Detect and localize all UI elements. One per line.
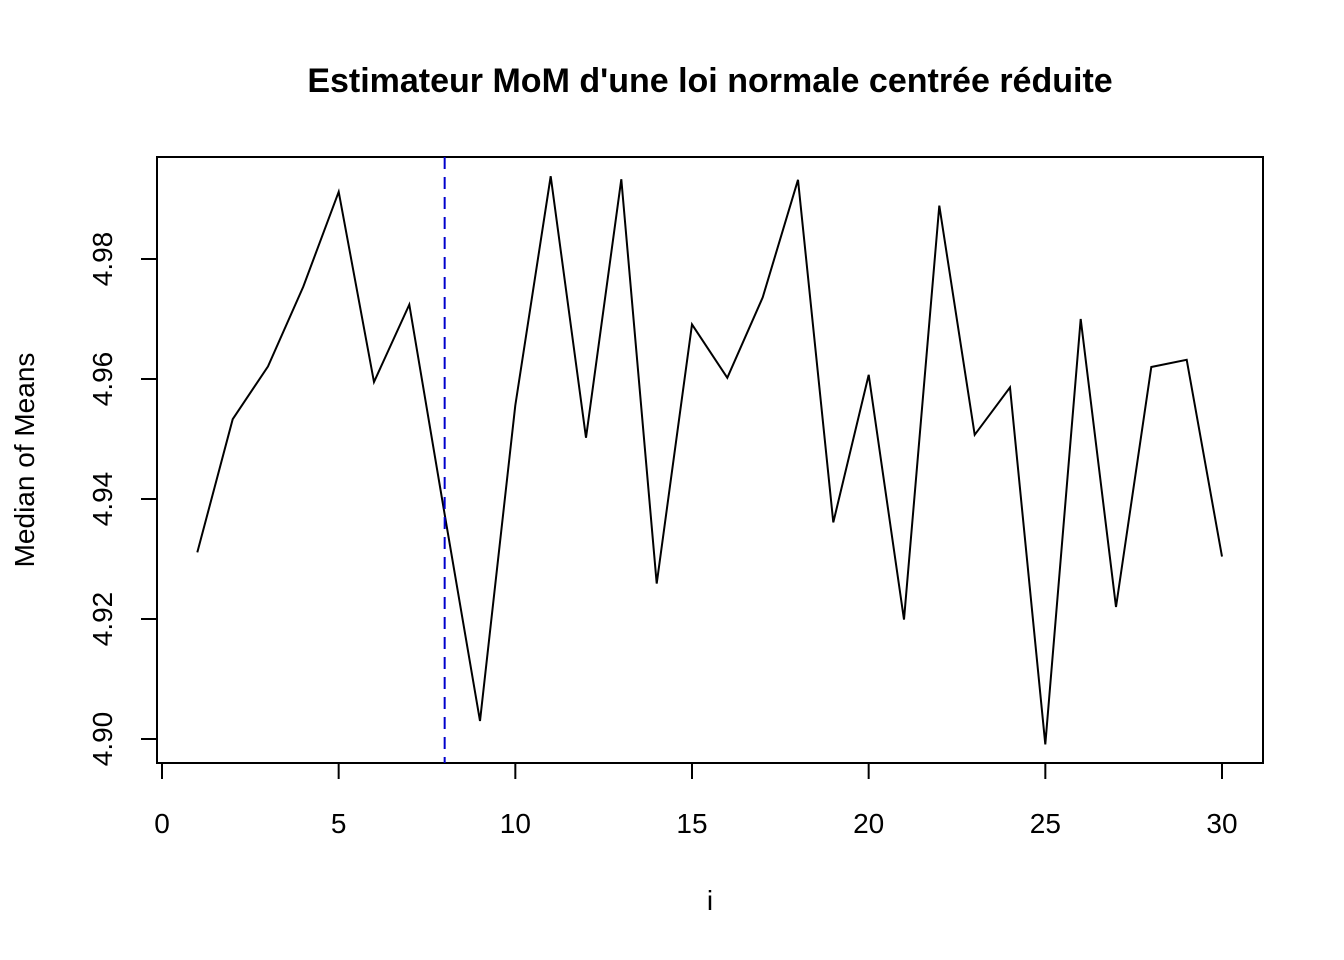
y-tick-label: 4.98 bbox=[87, 232, 118, 287]
y-axis-label: Median of Means bbox=[9, 353, 40, 568]
x-axis: 0 5 10 15 20 25 30 bbox=[154, 762, 1238, 839]
x-tick-label: 0 bbox=[154, 808, 170, 839]
x-tick-label: 15 bbox=[676, 808, 707, 839]
y-tick-label: 4.96 bbox=[87, 352, 118, 407]
plot-area bbox=[196, 157, 1223, 763]
y-tick-label: 4.90 bbox=[87, 712, 118, 767]
x-tick-label: 20 bbox=[853, 808, 884, 839]
x-tick-label: 10 bbox=[500, 808, 531, 839]
series-line bbox=[196, 176, 1223, 745]
y-axis: 4.90 4.92 4.94 4.96 4.98 bbox=[87, 232, 158, 767]
y-tick-label: 4.92 bbox=[87, 592, 118, 647]
x-tick-label: 25 bbox=[1030, 808, 1061, 839]
chart-title: Estimateur MoM d'une loi normale centrée… bbox=[307, 62, 1112, 100]
x-axis-label: i bbox=[707, 885, 713, 916]
x-tick-label: 30 bbox=[1206, 808, 1237, 839]
y-tick-label: 4.94 bbox=[87, 472, 118, 527]
x-tick-label: 5 bbox=[331, 808, 347, 839]
